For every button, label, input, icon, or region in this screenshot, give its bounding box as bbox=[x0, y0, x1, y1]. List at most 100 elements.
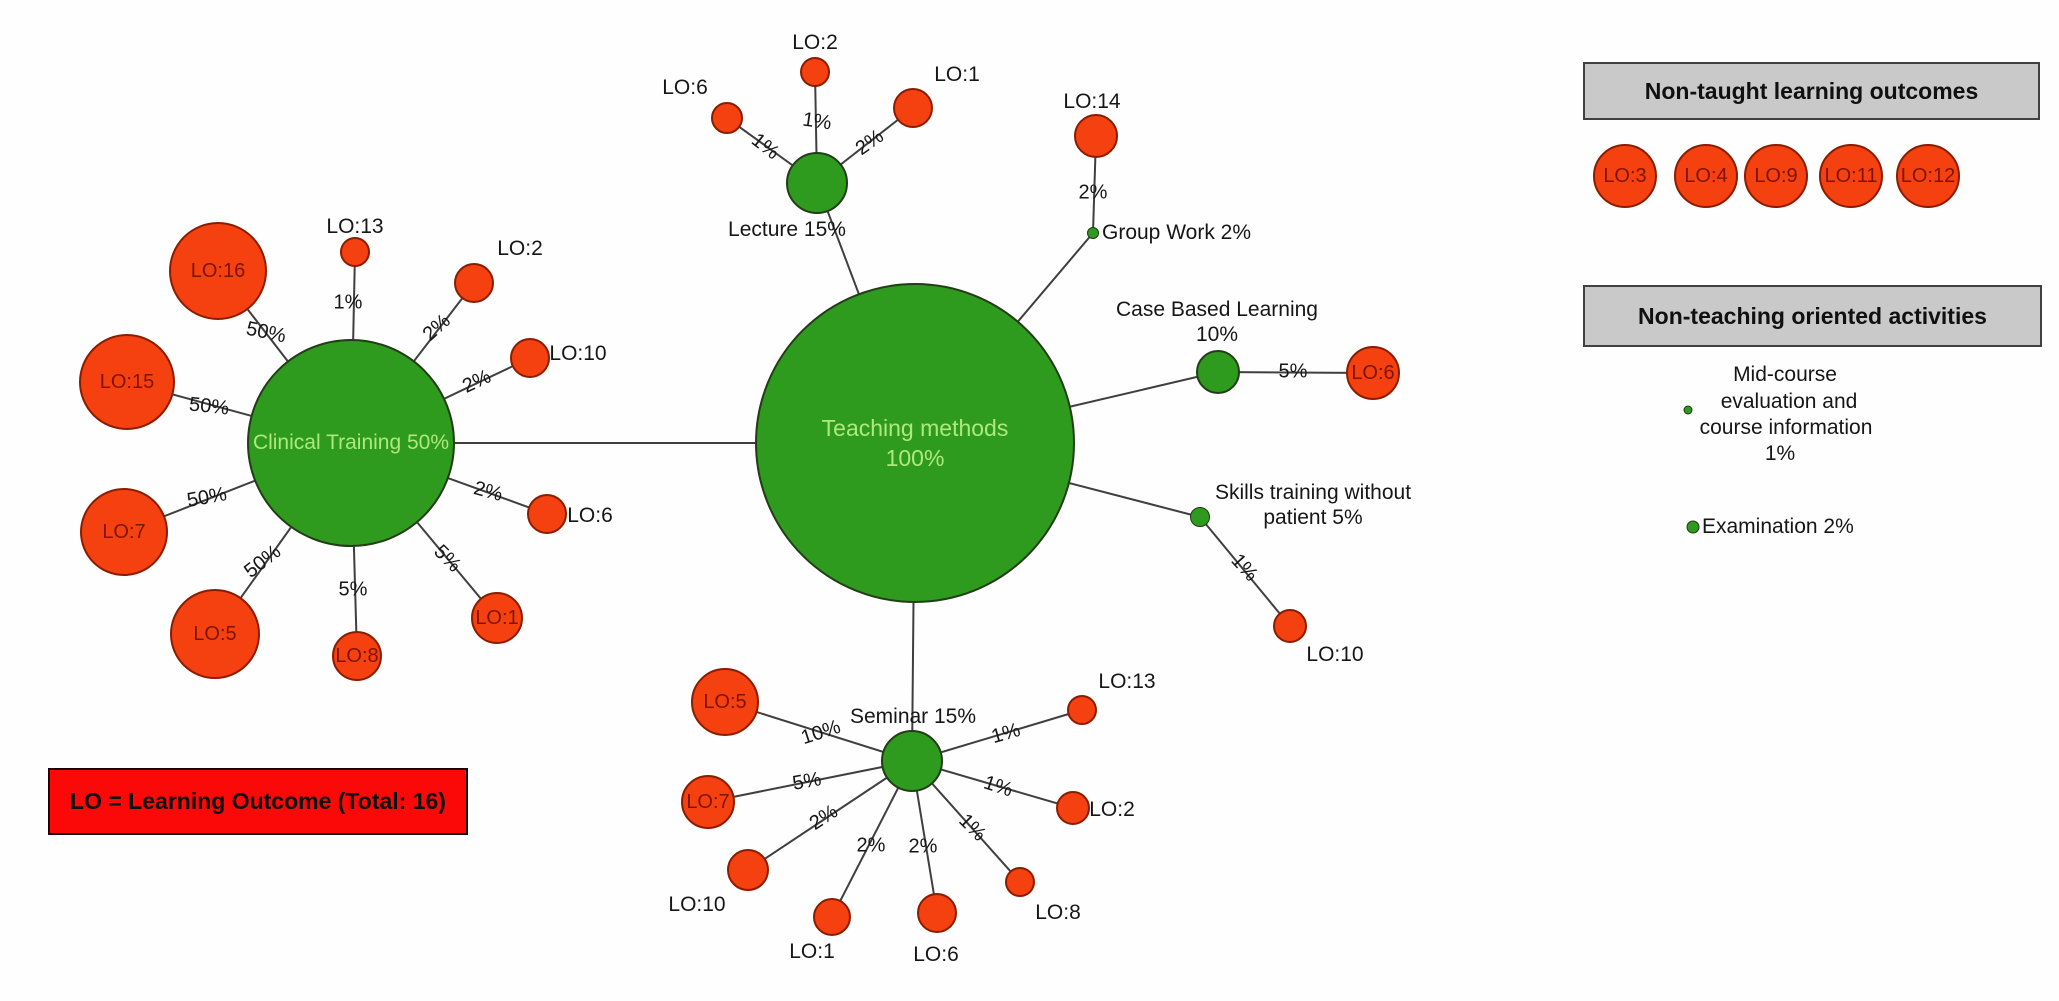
node-lecture-lo6 bbox=[711, 102, 743, 134]
skills-training-label-line1: Skills training without bbox=[1214, 481, 1412, 504]
node-group-work-lo14 bbox=[1074, 114, 1118, 158]
non-taught-lo3-label: LO:3 bbox=[1603, 164, 1647, 187]
clinical-lo15-label: LO:15 bbox=[99, 370, 155, 393]
pct-case-based-lo6: 5% bbox=[1278, 360, 1308, 383]
pct-seminar-lo1: 2% bbox=[856, 834, 886, 857]
node-lecture-lo2 bbox=[800, 57, 830, 87]
node-seminar-lo1 bbox=[813, 898, 851, 936]
seminar-lo2-outer-label: LO:2 bbox=[1089, 798, 1135, 821]
node-clinical-training: Clinical Training 50% bbox=[247, 339, 455, 547]
node-group-work bbox=[1087, 227, 1099, 239]
pct-clinical-lo13: 1% bbox=[333, 291, 363, 314]
seminar-label: Seminar 15% bbox=[849, 705, 977, 728]
non-taught-lo4-label: LO:4 bbox=[1684, 164, 1728, 187]
node-seminar-lo6 bbox=[917, 893, 957, 933]
seminar-lo7-label: LO:7 bbox=[686, 790, 730, 813]
pct-group-work-lo14: 2% bbox=[1078, 181, 1108, 204]
examination-dot bbox=[1686, 520, 1700, 534]
node-seminar-lo8 bbox=[1005, 867, 1035, 897]
clinical-lo2-outer-label: LO:2 bbox=[497, 237, 543, 260]
node-clinical-lo1: LO:1 bbox=[471, 592, 523, 644]
node-seminar-lo2 bbox=[1056, 791, 1090, 825]
skills-lo10-outer-label: LO:10 bbox=[1306, 643, 1364, 666]
clinical-training-label: Clinical Training 50% bbox=[252, 431, 450, 454]
node-clinical-lo5: LO:5 bbox=[170, 589, 260, 679]
non-teaching-header-text: Non-teaching oriented activities bbox=[1638, 302, 1987, 329]
non-taught-header: Non-taught learning outcomes bbox=[1583, 62, 2040, 120]
seminar-lo8-outer-label: LO:8 bbox=[1035, 901, 1081, 924]
node-non-taught-lo4: LO:4 bbox=[1674, 144, 1738, 208]
clinical-lo13-outer-label: LO:13 bbox=[326, 215, 384, 238]
lecture-lo2-outer-label: LO:2 bbox=[792, 31, 838, 54]
seminar-lo10-outer-label: LO:10 bbox=[668, 893, 726, 916]
connector-line bbox=[707, 760, 913, 803]
teaching-methods-pct: 100% bbox=[885, 445, 945, 471]
node-clinical-lo16: LO:16 bbox=[169, 222, 267, 320]
mid-course-pct: 1% bbox=[1764, 442, 1796, 465]
node-non-taught-lo12: LO:12 bbox=[1896, 144, 1960, 208]
node-seminar-lo13 bbox=[1067, 695, 1097, 725]
connector-line bbox=[747, 760, 913, 871]
node-clinical-lo8: LO:8 bbox=[332, 631, 382, 681]
clinical-lo5-label: LO:5 bbox=[193, 622, 237, 645]
mid-course-line2: evaluation and bbox=[1720, 390, 1858, 413]
lecture-lo1-outer-label: LO:1 bbox=[934, 63, 980, 86]
teaching-methods-label: Teaching methods bbox=[821, 415, 1009, 441]
node-seminar-lo7: LO:7 bbox=[681, 775, 735, 829]
node-non-taught-lo3: LO:3 bbox=[1593, 144, 1657, 208]
node-clinical-lo10 bbox=[510, 338, 550, 378]
node-case-based-lo6: LO:6 bbox=[1346, 346, 1400, 400]
node-seminar-lo5: LO:5 bbox=[691, 668, 759, 736]
node-case-based-learning bbox=[1196, 350, 1240, 394]
non-taught-lo12-label: LO:12 bbox=[1900, 164, 1956, 187]
pct-clinical-lo15: 50% bbox=[187, 393, 231, 420]
node-non-taught-lo11: LO:11 bbox=[1819, 144, 1883, 208]
node-lecture-lo1 bbox=[893, 88, 933, 128]
clinical-lo10-outer-label: LO:10 bbox=[549, 342, 607, 365]
legend-box: LO = Learning Outcome (Total: 16) bbox=[48, 768, 468, 835]
node-skills-training bbox=[1190, 507, 1210, 527]
node-lecture bbox=[786, 152, 848, 214]
node-clinical-lo6 bbox=[527, 494, 567, 534]
pct-clinical-lo8: 5% bbox=[338, 578, 368, 601]
examination-label: Examination 2% bbox=[1702, 515, 1854, 538]
node-seminar bbox=[881, 730, 943, 792]
non-taught-lo11-label: LO:11 bbox=[1824, 164, 1878, 187]
group-work-label: Group Work 2% bbox=[1102, 221, 1251, 244]
skills-training-label-line2: patient 5% bbox=[1263, 506, 1363, 529]
pct-lecture-lo2: 1% bbox=[801, 108, 833, 135]
connector-line bbox=[1199, 516, 1291, 627]
seminar-lo13-outer-label: LO:13 bbox=[1098, 670, 1156, 693]
lecture-label: Lecture 15% bbox=[728, 218, 846, 241]
node-clinical-lo13 bbox=[340, 237, 370, 267]
node-seminar-lo10 bbox=[727, 849, 769, 891]
non-taught-header-text: Non-taught learning outcomes bbox=[1644, 77, 1979, 104]
seminar-lo5-label: LO:5 bbox=[703, 690, 747, 713]
clinical-lo8-label: LO:8 bbox=[335, 644, 379, 667]
non-teaching-header: Non-teaching oriented activities bbox=[1583, 285, 2042, 347]
clinical-lo6-outer-label: LO:6 bbox=[567, 504, 613, 527]
case-based-learning-pct: 10% bbox=[1195, 323, 1239, 346]
pct-seminar-lo6: 2% bbox=[908, 835, 938, 858]
lecture-lo6-outer-label: LO:6 bbox=[662, 76, 708, 99]
case-based-lo6-label: LO:6 bbox=[1351, 361, 1395, 384]
node-teaching-methods: Teaching methods 100% bbox=[755, 283, 1075, 603]
mid-course-line3: course information bbox=[1699, 416, 1873, 439]
mid-course-dot bbox=[1683, 405, 1693, 415]
clinical-lo7-label: LO:7 bbox=[102, 520, 146, 543]
pct-seminar-lo7: 5% bbox=[790, 768, 824, 795]
group-work-lo14-outer-label: LO:14 bbox=[1063, 90, 1121, 113]
node-clinical-lo7: LO:7 bbox=[80, 488, 168, 576]
node-non-taught-lo9: LO:9 bbox=[1744, 144, 1808, 208]
clinical-lo16-label: LO:16 bbox=[190, 259, 246, 282]
seminar-lo1-outer-label: LO:1 bbox=[789, 940, 835, 963]
legend-text: LO = Learning Outcome (Total: 16) bbox=[70, 788, 446, 814]
node-clinical-lo15: LO:15 bbox=[79, 334, 175, 430]
node-skills-lo10 bbox=[1273, 609, 1307, 643]
non-taught-lo9-label: LO:9 bbox=[1754, 164, 1798, 187]
case-based-learning-label: Case Based Learning bbox=[1116, 298, 1318, 321]
clinical-lo1-label: LO:1 bbox=[475, 606, 519, 629]
seminar-lo6-outer-label: LO:6 bbox=[913, 943, 959, 966]
mid-course-line1: Mid-course bbox=[1733, 363, 1837, 386]
